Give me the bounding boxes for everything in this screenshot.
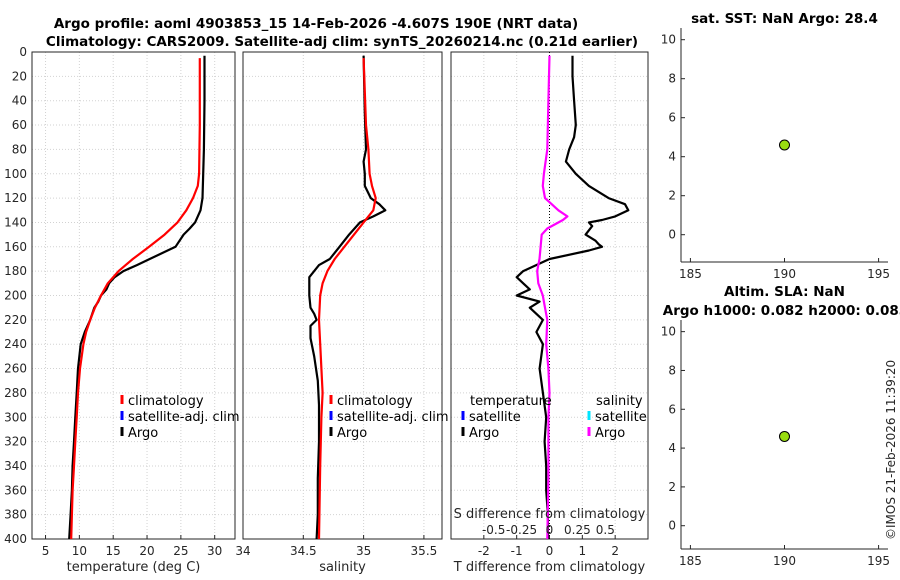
y-tick-label: 180 [4,264,27,278]
y-tick-label: 120 [4,191,27,205]
y-tick-label: 4 [668,441,676,455]
x-tick-label: 35 [356,544,371,558]
argo-data-point [779,430,790,442]
t-argo-legend-label: Argo [469,426,499,441]
y-tick-label: 80 [12,142,27,156]
y-tick-label: 360 [4,483,27,497]
y-tick-label: 0 [668,519,676,533]
x-tick-label: 1 [579,544,587,558]
y-tick-label: 320 [4,435,27,449]
y-tick-label: 300 [4,410,27,424]
s-difference-tick-label: 0.25 [564,523,591,537]
imos-watermark: ©IMOS 21-Feb-2026 11:39:20 [884,360,898,540]
x-axis-label: salinity [319,560,366,575]
legend-header-temperature: temperature [470,394,552,409]
t-satellite-legend-label: satellite [469,410,521,425]
y-tick-label: 60 [12,118,27,132]
s-satellite-legend-label: satellite [595,410,647,425]
s-difference-tick-label: 0.5 [596,523,615,537]
argo-salinity-line [308,55,387,540]
y-tick-label: 10 [661,33,676,47]
s-difference-tick-label: 0 [546,523,554,537]
climatology-salinity-line [317,58,377,540]
y-tick-label: 20 [12,69,27,83]
satellite-adj-legend-label: satellite-adj. clim [128,410,240,425]
y-tick-label: 280 [4,386,27,400]
argo-t-difference-line [515,55,630,539]
x-axis-label: temperature (deg C) [67,560,201,575]
x-tick-label: 10 [72,544,87,558]
x-tick-label: 190 [773,554,796,568]
x-tick-label: 185 [679,554,702,568]
plot-frame [31,51,236,540]
x-tick-label: -1 [511,544,523,558]
y-tick-label: 340 [4,459,27,473]
x-tick-label: 195 [867,267,890,281]
x-axis-label: T difference from climatology [453,560,646,575]
x-tick-label: 0 [546,544,554,558]
figure-title-line2: Climatology: CARS2009. Satellite-adj cli… [46,34,638,50]
difference-panel: -2 -1 0 1 2 T difference from climatology S di… [450,51,649,575]
x-tick-label: 20 [139,544,154,558]
x-tick-label: 190 [773,267,796,281]
x-tick-label: 34.5 [290,544,317,558]
legend-header-salinity: salinity [596,394,643,409]
y-tick-label: 6 [668,111,676,125]
climatology-legend-label: climatology [128,394,204,409]
x-tick-label: -2 [478,544,490,558]
x-tick-label: 25 [173,544,188,558]
y-tick-label: 0 [668,228,676,242]
y-tick-label: 10 [661,325,676,339]
y-tick-label: 2 [668,189,676,203]
sla-panel: Altim. SLA: NaN Argo h1000: 0.082 h2000: … [661,284,900,568]
x-tick-label: 5 [42,544,50,558]
y-tick-label: 6 [668,402,676,416]
y-tick-label: 2 [668,480,676,494]
y-tick-label: 380 [4,508,27,522]
plot-frame [242,51,443,540]
x-tick-label: 195 [867,554,890,568]
figure-title-line1: Argo profile: aoml 4903853_15 14-Feb-202… [54,16,578,32]
panel-sla-subtitle: Argo h1000: 0.082 h2000: 0.085 [663,303,900,319]
argo-legend-label: Argo [128,426,158,441]
x-tick-label: 30 [207,544,222,558]
y-tick-label: 260 [4,362,27,376]
x-tick-label: 15 [106,544,121,558]
x-tick-label: 2 [611,544,619,558]
argo-data-point [779,139,790,151]
y-tick-label: 160 [4,240,27,254]
y-tick-label: 8 [668,363,676,377]
climatology-temperature-line [70,58,201,540]
climatology-legend-label: climatology [337,394,413,409]
panel-sst-title: sat. SST: NaN Argo: 28.4 [691,11,878,27]
y-tick-label: 220 [4,313,27,327]
sst-panel: sat. SST: NaN Argo: 28.4 0 2 4 6 8 10 185 190 195 [661,11,890,281]
argo-legend-label: Argo [337,426,367,441]
s-argo-legend-label: Argo [595,426,625,441]
salinity-panel: 34 34.5 35 35.5 salinity climatologysatellite… [235,51,449,575]
y-tick-label: 4 [668,150,676,164]
temperature-panel: 0 20 40 60 80 100 120 140 160 180 200 220 240 260 280 3… [4,45,240,575]
y-tick-label: 240 [4,337,27,351]
x-tick-label: 185 [679,267,702,281]
y-tick-label: 0 [19,45,27,59]
x-tick-label: 35.5 [411,544,438,558]
argo-s-difference-line [536,55,569,540]
y-tick-label: 400 [4,532,27,546]
y-tick-label: 200 [4,289,27,303]
y-tick-label: 140 [4,215,27,229]
satellite-adj-legend-label: satellite-adj. clim [337,410,449,425]
s-difference-axis-label: S difference from climatology [454,507,646,522]
panel-sla-title: Altim. SLA: NaN [724,284,845,300]
y-tick-label: 40 [12,94,27,108]
y-tick-label: 8 [668,72,676,86]
y-tick-label: 100 [4,167,27,181]
argo-temperature-line [68,55,206,540]
s-difference-tick-label: -0.5 [482,523,505,537]
s-difference-tick-label: -0.25 [506,523,537,537]
x-tick-label: 34 [235,544,250,558]
